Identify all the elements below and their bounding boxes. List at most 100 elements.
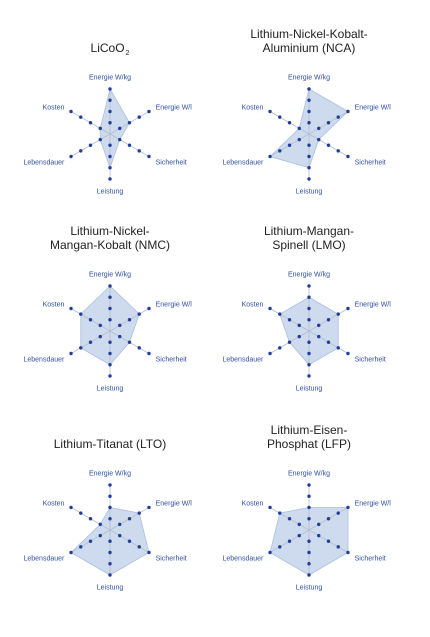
scale-dot <box>317 126 321 131</box>
chart-title-line-2: Spinell (LMO) <box>272 238 345 252</box>
scale-dot <box>69 550 73 555</box>
scale-dot <box>108 121 112 125</box>
scale-dot <box>278 149 282 153</box>
scale-dot <box>79 312 83 316</box>
scale-dot <box>297 334 301 339</box>
scale-dot <box>307 109 311 114</box>
scale-dot <box>118 126 122 131</box>
axis-label-sicherheit: Sicherheit <box>355 160 386 167</box>
scale-dot <box>88 143 93 147</box>
scale-dot <box>108 483 112 487</box>
radar-panel-6: Lithium-Eisen-Phosphat (LFP) Energie W/kg… <box>222 423 391 592</box>
axis-label-sicherheit: Sicherheit <box>156 556 187 563</box>
axis-label-lebensdauer: Lebensdauer <box>23 160 65 167</box>
scale-dot <box>336 346 340 350</box>
scale-dot <box>108 494 112 498</box>
axis-label-leistung: Leistung <box>97 585 124 592</box>
axis-label-kosten: Kosten <box>43 302 65 309</box>
scale-dot <box>127 340 132 344</box>
chart-title-line-1: Lithium-Nickel- <box>70 224 149 238</box>
scale-dot <box>108 505 112 510</box>
scale-dot <box>147 351 151 356</box>
scale-dot <box>307 340 311 344</box>
axis-label-sicherheit: Sicherheit <box>156 160 187 167</box>
scale-dot <box>326 143 331 147</box>
axis-label-lebensdauer: Lebensdauer <box>222 357 264 364</box>
scale-dot <box>108 109 112 114</box>
axis-label-sicherheit: Sicherheit <box>355 556 386 563</box>
scale-dot <box>317 137 321 142</box>
axis-label-kosten: Kosten <box>242 501 264 508</box>
scale-dot <box>147 550 151 555</box>
scale-dot <box>147 109 151 114</box>
radar-panel-4: Lithium-Mangan-Spinell (LMO) Energie W/kg… <box>222 224 391 393</box>
scale-dot <box>307 562 311 566</box>
scale-dot <box>346 505 350 510</box>
scale-dot <box>69 109 73 114</box>
scale-dot <box>69 306 73 311</box>
scale-dot <box>108 318 112 322</box>
scale-dot <box>79 149 83 153</box>
axis-label-energie-w-kg: Energie W/kg <box>89 74 131 81</box>
scale-dot <box>79 115 83 119</box>
scale-dot <box>278 346 282 350</box>
scale-dot <box>137 149 141 153</box>
axis-label-kosten: Kosten <box>43 105 65 112</box>
axis-label-energie-w-l: Energie W/l <box>156 501 193 508</box>
scale-dot <box>326 318 331 322</box>
axis-label-lebensdauer: Lebensdauer <box>23 357 65 364</box>
scale-dot <box>336 312 340 316</box>
scale-dot <box>118 334 122 339</box>
scale-dot <box>127 539 132 543</box>
axis-label-kosten: Kosten <box>242 302 264 309</box>
scale-dot <box>108 295 112 299</box>
axis-label-sicherheit: Sicherheit <box>156 357 187 364</box>
scale-dot <box>326 121 331 125</box>
scale-dot <box>268 154 272 159</box>
scale-dot <box>317 533 321 538</box>
scale-dot <box>307 494 311 498</box>
scale-dot <box>307 374 311 378</box>
axis-label-leistung: Leistung <box>97 386 124 393</box>
scale-dot <box>88 517 93 521</box>
radar-panel-2: Lithium-Nickel-Kobalt-Aluminium (NCA) Ene… <box>222 27 391 196</box>
scale-dot <box>98 533 102 538</box>
scale-dot <box>317 334 321 339</box>
radar-panel-3: Lithium-Nickel-Mangan-Kobalt (NMC) Energi… <box>23 224 192 393</box>
scale-dot <box>297 137 301 142</box>
scale-dot <box>108 562 112 566</box>
scale-dot <box>108 87 112 91</box>
scale-dot <box>147 306 151 311</box>
chart-title-subscript: 2 <box>126 50 130 57</box>
scale-dot <box>108 374 112 378</box>
scale-dot <box>108 143 112 147</box>
scale-dot <box>118 522 122 527</box>
scale-dot <box>137 511 141 515</box>
scale-dot <box>307 318 311 322</box>
radar-panel-5: Lithium-Titanat (LTO) Energie W/kg Energie… <box>23 437 192 592</box>
axis-label-leistung: Leistung <box>296 386 323 393</box>
scale-dot <box>346 306 350 311</box>
scale-dot <box>118 533 122 538</box>
scale-dot <box>307 166 311 170</box>
scale-dot <box>307 573 311 577</box>
scale-dot <box>307 87 311 91</box>
scale-dot <box>137 545 141 549</box>
scale-dot <box>98 522 102 527</box>
scale-dot <box>137 312 141 316</box>
axis-label-lebensdauer: Lebensdauer <box>222 556 264 563</box>
scale-dot <box>108 363 112 367</box>
scale-dot <box>108 177 112 181</box>
chart-title-line-2: Aluminium (NCA) <box>263 41 356 55</box>
axis-label-lebensdauer: Lebensdauer <box>222 160 264 167</box>
scale-dot <box>98 137 102 142</box>
scale-dot <box>297 522 301 527</box>
scale-dot <box>297 533 301 538</box>
scale-dot <box>278 511 282 515</box>
scale-dot <box>307 517 311 521</box>
scale-dot <box>268 550 272 555</box>
scale-dot <box>317 323 321 328</box>
scale-dot <box>69 351 73 356</box>
scale-dot <box>307 121 311 125</box>
chart-title-line-2: Mangan-Kobalt (NMC) <box>50 238 170 252</box>
